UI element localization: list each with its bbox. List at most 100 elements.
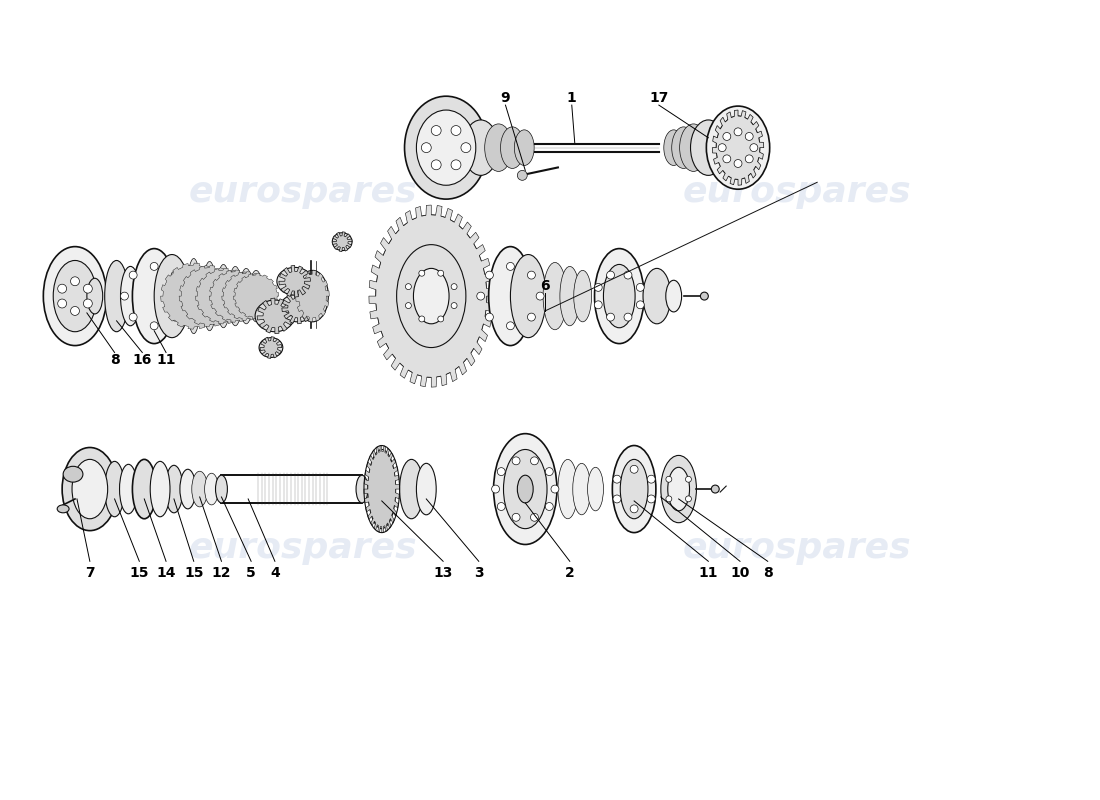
Circle shape — [536, 292, 544, 300]
Circle shape — [485, 313, 494, 321]
Polygon shape — [161, 263, 227, 329]
Circle shape — [84, 284, 92, 293]
Text: 8: 8 — [762, 566, 772, 580]
Ellipse shape — [376, 215, 486, 378]
Ellipse shape — [397, 245, 466, 347]
Circle shape — [551, 485, 559, 493]
Ellipse shape — [205, 474, 219, 505]
Circle shape — [546, 468, 553, 475]
Circle shape — [485, 271, 494, 279]
Circle shape — [84, 299, 92, 308]
Circle shape — [636, 301, 645, 309]
Circle shape — [151, 322, 158, 330]
Circle shape — [129, 271, 138, 279]
Polygon shape — [364, 446, 399, 533]
Circle shape — [624, 271, 631, 279]
Ellipse shape — [165, 466, 183, 513]
Ellipse shape — [62, 447, 118, 530]
Text: 13: 13 — [433, 566, 453, 580]
Circle shape — [406, 284, 411, 290]
Circle shape — [57, 284, 67, 293]
Ellipse shape — [202, 262, 217, 330]
Text: 5: 5 — [246, 566, 256, 580]
Text: 15: 15 — [130, 566, 150, 580]
Text: 17: 17 — [649, 91, 669, 105]
Ellipse shape — [414, 268, 449, 324]
Ellipse shape — [558, 459, 578, 518]
Ellipse shape — [154, 254, 190, 338]
Ellipse shape — [104, 462, 124, 517]
Circle shape — [461, 142, 471, 153]
Circle shape — [451, 126, 461, 135]
Text: 4: 4 — [270, 566, 279, 580]
Circle shape — [746, 133, 754, 141]
Ellipse shape — [191, 471, 208, 507]
Polygon shape — [196, 268, 251, 324]
Ellipse shape — [500, 127, 525, 169]
Ellipse shape — [63, 466, 82, 482]
Ellipse shape — [43, 246, 107, 346]
Circle shape — [70, 277, 79, 286]
Ellipse shape — [356, 475, 367, 503]
Ellipse shape — [217, 265, 230, 328]
Ellipse shape — [417, 110, 476, 186]
Text: 1: 1 — [566, 91, 576, 105]
Ellipse shape — [121, 266, 141, 326]
Circle shape — [172, 271, 179, 279]
Circle shape — [630, 466, 638, 474]
Circle shape — [70, 306, 79, 315]
Ellipse shape — [297, 270, 328, 322]
Text: 8: 8 — [110, 354, 120, 367]
Circle shape — [666, 476, 672, 482]
Ellipse shape — [666, 280, 682, 312]
Polygon shape — [260, 337, 282, 358]
Polygon shape — [279, 266, 310, 297]
Ellipse shape — [663, 130, 683, 166]
Text: eurospares: eurospares — [188, 175, 417, 209]
Ellipse shape — [72, 459, 108, 518]
Circle shape — [630, 505, 638, 513]
Circle shape — [723, 133, 730, 141]
Ellipse shape — [240, 268, 253, 324]
Text: 3: 3 — [474, 566, 484, 580]
Circle shape — [712, 485, 719, 493]
Polygon shape — [713, 110, 763, 186]
Ellipse shape — [691, 120, 726, 175]
Circle shape — [121, 292, 129, 300]
Circle shape — [546, 502, 553, 510]
Ellipse shape — [706, 106, 770, 190]
Text: eurospares: eurospares — [188, 531, 417, 566]
Ellipse shape — [332, 233, 352, 250]
Circle shape — [734, 128, 742, 136]
Ellipse shape — [104, 261, 129, 332]
Ellipse shape — [661, 455, 696, 522]
Circle shape — [594, 283, 602, 291]
Circle shape — [506, 262, 515, 270]
Polygon shape — [296, 270, 329, 322]
Circle shape — [451, 284, 458, 290]
Polygon shape — [257, 298, 293, 334]
Polygon shape — [233, 274, 278, 318]
Circle shape — [594, 301, 602, 309]
Ellipse shape — [57, 505, 69, 513]
Circle shape — [476, 292, 485, 300]
Text: 12: 12 — [211, 566, 231, 580]
Ellipse shape — [668, 467, 690, 511]
Polygon shape — [282, 292, 314, 324]
Ellipse shape — [250, 270, 263, 322]
Circle shape — [530, 457, 538, 465]
Ellipse shape — [132, 459, 156, 518]
Circle shape — [451, 160, 461, 170]
Circle shape — [513, 514, 520, 522]
Ellipse shape — [485, 124, 513, 171]
Text: 15: 15 — [184, 566, 204, 580]
Polygon shape — [179, 266, 240, 326]
Ellipse shape — [405, 96, 487, 199]
Circle shape — [172, 313, 179, 321]
Circle shape — [431, 126, 441, 135]
Ellipse shape — [132, 249, 176, 343]
Polygon shape — [368, 205, 494, 387]
Text: 10: 10 — [730, 566, 750, 580]
Ellipse shape — [716, 116, 760, 179]
Text: 6: 6 — [540, 279, 550, 293]
